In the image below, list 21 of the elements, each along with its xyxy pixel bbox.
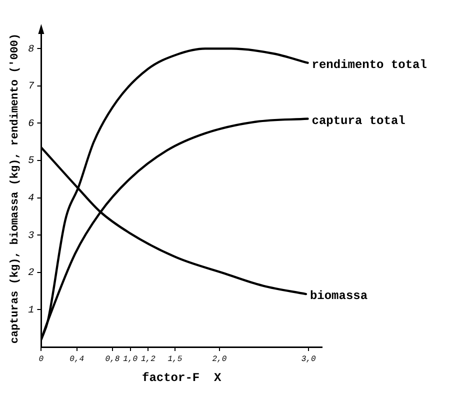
series-label: captura total <box>312 114 406 128</box>
y-tick-label: 5 <box>28 156 34 168</box>
y-tick-label: 6 <box>28 118 34 130</box>
x-tick-label: 1,0 <box>123 354 138 364</box>
x-tick-label: 1,2 <box>140 354 156 364</box>
y-tick-label: 4 <box>28 193 34 204</box>
y-tick-label: 7 <box>28 82 34 93</box>
x-axis-title: factor-F X <box>142 370 222 385</box>
x-tick-label: 1,5 <box>168 354 182 364</box>
x-tick-label: 3,0 <box>301 354 316 364</box>
x-tick-label: 2,0 <box>212 354 227 364</box>
x-tick-label: 0,8 <box>105 354 120 364</box>
y-tick-label: 8 <box>28 44 34 56</box>
y-axis-title: capturas (kg), biomassa (kg), rendimento ('000) <box>9 33 22 344</box>
series-label: biomassa <box>310 289 368 304</box>
x-tick-label: 0,4 <box>70 354 84 364</box>
series-label: rendimento total <box>312 58 427 72</box>
y-tick-label: 3 <box>28 230 34 242</box>
x-tick-label: 0 <box>38 354 44 364</box>
y-tick-label: 2 <box>28 268 34 280</box>
y-tick-label: 1 <box>28 305 34 316</box>
